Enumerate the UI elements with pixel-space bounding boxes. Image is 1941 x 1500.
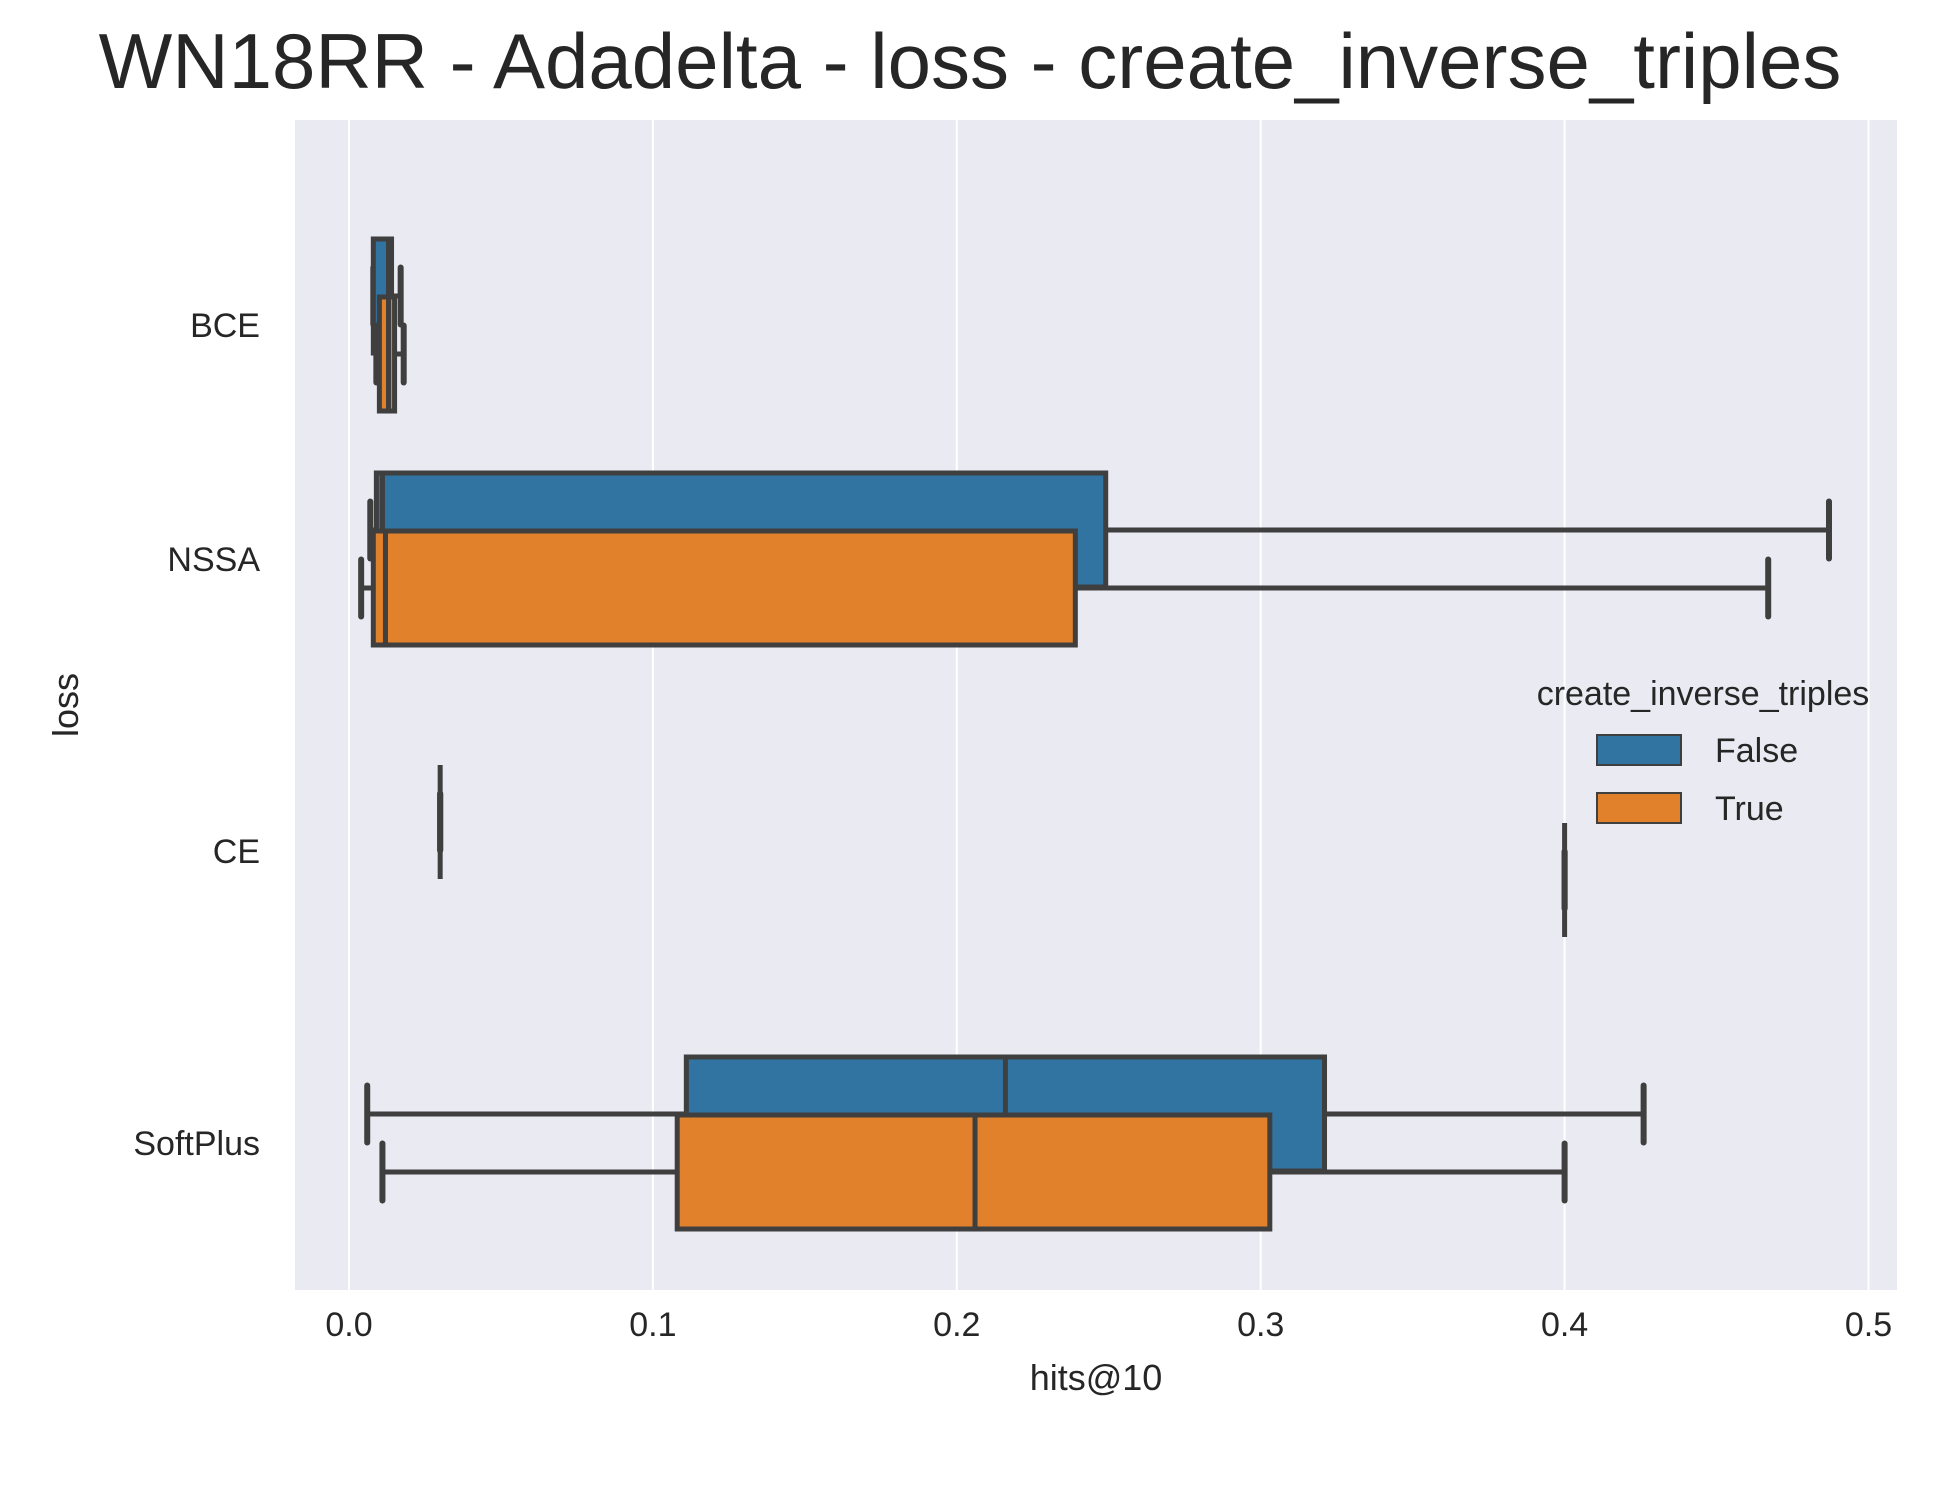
box-nssa-true <box>358 528 1772 648</box>
y-tick-label: SoftPlus <box>133 1125 260 1163</box>
box-plot-series <box>358 236 1832 1232</box>
box-iqr <box>370 528 1078 648</box>
x-tick-label: 0.1 <box>629 1306 676 1344</box>
legend-label-true: True <box>1715 790 1784 828</box>
x-axis-ticks: 0.0 0.1 0.2 0.3 0.4 0.5 <box>325 1306 1892 1344</box>
legend: create_inverse_triples False True <box>1537 675 1870 828</box>
box-softplus-true <box>379 1112 1568 1232</box>
legend-swatch-true <box>1596 792 1682 824</box>
x-tick-label: 0.3 <box>1237 1306 1284 1344</box>
y-axis-ticks: BCE NSSA CE SoftPlus <box>133 307 260 1163</box>
y-tick-label: NSSA <box>167 541 260 579</box>
x-axis-label: hits@10 <box>1030 1357 1163 1398</box>
x-tick-label: 0.5 <box>1845 1306 1892 1344</box>
legend-title: create_inverse_triples <box>1537 675 1870 713</box>
y-tick-label: BCE <box>190 307 260 345</box>
series-true <box>358 294 1772 1232</box>
x-tick-label: 0.0 <box>325 1306 372 1344</box>
box-bce-true <box>373 294 407 414</box>
x-tick-label: 0.2 <box>933 1306 980 1344</box>
legend-label-false: False <box>1715 732 1798 770</box>
y-tick-label: CE <box>213 833 260 871</box>
legend-swatch-false <box>1596 734 1682 766</box>
y-axis-label: loss <box>45 673 86 737</box>
chart-title: WN18RR - Adadelta - loss - create_invers… <box>99 17 1842 105</box>
grid-lines <box>348 120 1870 1290</box>
x-tick-label: 0.4 <box>1541 1306 1588 1344</box>
